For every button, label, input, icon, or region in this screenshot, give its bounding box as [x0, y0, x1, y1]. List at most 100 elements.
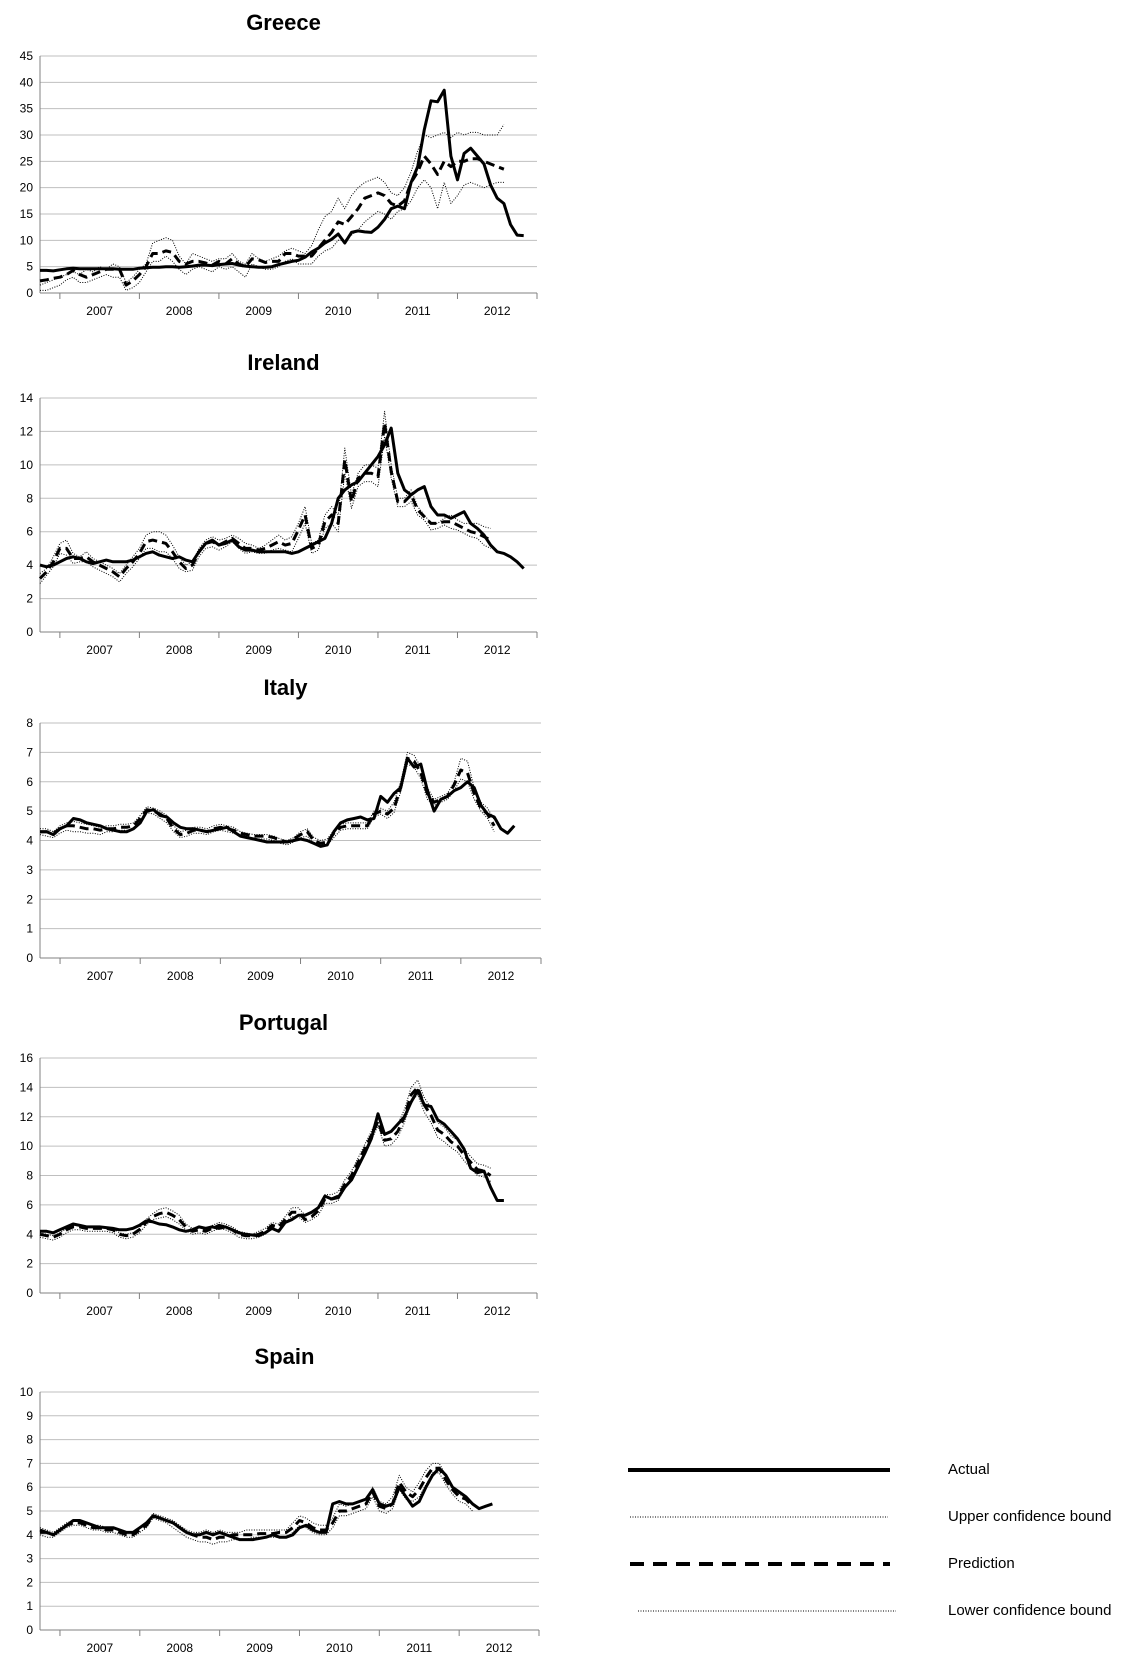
y-tick-label: 8	[26, 491, 33, 505]
y-tick-label: 35	[20, 102, 34, 116]
x-tick-label: 2007	[86, 1304, 113, 1318]
y-tick-label: 10	[20, 458, 34, 472]
x-tick-label: 2009	[245, 304, 272, 318]
y-tick-label: 10	[20, 1385, 34, 1399]
x-tick-label: 2012	[488, 969, 515, 983]
legend-item-prediction: Prediction	[620, 1549, 1130, 1579]
legend-swatch-actual	[628, 1468, 890, 1472]
x-tick-label: 2007	[86, 304, 113, 318]
chart-title-italy: Italy	[263, 675, 308, 700]
series-line-lower-confidence-bound-spain	[39, 1472, 473, 1545]
y-tick-label: 0	[26, 1623, 33, 1637]
y-tick-label: 10	[20, 233, 34, 247]
series-line-upper-confidence-bound-portugal	[39, 1079, 491, 1237]
x-tick-label: 2009	[246, 1641, 273, 1655]
series-line-upper-confidence-bound-greece	[39, 124, 505, 286]
y-tick-label: 30	[20, 128, 34, 142]
y-tick-label: 2	[26, 592, 33, 606]
y-tick-label: 6	[26, 775, 33, 789]
y-tick-label: 1	[26, 1599, 33, 1613]
y-tick-label: 8	[26, 1433, 33, 1447]
x-tick-label: 2007	[86, 643, 113, 657]
x-tick-label: 2011	[405, 643, 431, 657]
y-tick-label: 40	[20, 75, 34, 89]
series-line-upper-confidence-bound-ireland	[39, 410, 491, 574]
y-tick-label: 4	[26, 834, 33, 848]
legend-item-upper-confidence-bound: Upper confidence bound	[620, 1502, 1130, 1532]
x-tick-label: 2012	[486, 1641, 513, 1655]
series-line-actual-portugal	[40, 1088, 504, 1238]
legend-label-prediction: Prediction	[948, 1555, 1015, 1572]
x-tick-label: 2010	[325, 304, 352, 318]
x-tick-label: 2008	[167, 969, 194, 983]
x-tick-label: 2010	[325, 1304, 352, 1318]
y-tick-label: 10	[20, 1139, 34, 1153]
y-tick-label: 4	[26, 558, 33, 572]
chart-title-portugal: Portugal	[239, 1010, 328, 1035]
y-tick-label: 25	[20, 154, 34, 168]
legend-item-actual: Actual	[620, 1455, 1130, 1485]
y-tick-label: 4	[26, 1227, 33, 1241]
y-tick-label: 0	[26, 1286, 33, 1300]
y-tick-label: 4	[26, 1528, 33, 1542]
series-line-lower-confidence-bound-greece	[40, 179, 504, 291]
series-line-prediction-greece	[39, 154, 505, 287]
x-tick-label: 2012	[484, 1304, 511, 1318]
chart-title-greece: Greece	[246, 10, 321, 35]
x-tick-label: 2008	[166, 1641, 193, 1655]
y-tick-label: 0	[26, 951, 33, 965]
legend-swatch-prediction	[630, 1562, 890, 1566]
chart-greece: Greece 0 5 10 15 20 25 30 35 40 45 2007 2008 2009 2010…	[20, 10, 538, 318]
chart-ireland: Ireland 0 2 4 6 8 10 12 14 2007 2008 2009 2010 2011 20…	[20, 350, 538, 657]
y-tick-label: 20	[20, 181, 34, 195]
series-line-prediction-ireland	[38, 421, 492, 580]
y-tick-label: 1	[26, 922, 33, 936]
y-tick-label: 7	[26, 745, 33, 759]
y-tick-label: 14	[20, 391, 34, 405]
x-tick-label: 2009	[245, 643, 272, 657]
legend-item-lower-confidence-bound: Lower confidence bound	[620, 1596, 1130, 1626]
y-tick-label: 3	[26, 1552, 33, 1566]
x-tick-label: 2011	[405, 1304, 431, 1318]
y-tick-label: 3	[26, 863, 33, 877]
x-tick-label: 2011	[405, 304, 431, 318]
y-tick-label: 2	[26, 892, 33, 906]
y-tick-label: 5	[26, 804, 33, 818]
y-tick-label: 45	[20, 49, 34, 63]
x-tick-label: 2012	[484, 643, 511, 657]
chart-portugal: Portugal 0 2 4 6 8 10 12 14 16 2007 2008 2009 2010 201…	[20, 1010, 538, 1318]
series-line-actual-italy	[40, 756, 516, 848]
chart-italy: Italy 0 1 2 3 4 5 6 7 8 2007 2008 2009 2010 2011 2012	[26, 675, 542, 983]
x-tick-label: 2010	[327, 969, 354, 983]
legend-label-upper: Upper confidence bound	[948, 1508, 1112, 1525]
x-tick-label: 2011	[408, 969, 434, 983]
y-tick-label: 5	[26, 1504, 33, 1518]
series-line-prediction-spain	[39, 1466, 474, 1542]
legend-swatch-lower	[638, 1610, 896, 1612]
y-tick-label: 8	[26, 1169, 33, 1183]
series-line-prediction-italy	[40, 756, 496, 845]
x-tick-label: 2011	[406, 1641, 432, 1655]
y-tick-label: 15	[20, 207, 34, 221]
x-tick-label: 2009	[247, 969, 274, 983]
x-tick-label: 2008	[166, 643, 193, 657]
y-tick-label: 7	[26, 1456, 33, 1470]
y-tick-label: 12	[20, 424, 34, 438]
chart-title-ireland: Ireland	[247, 350, 319, 375]
series-line-actual-spain	[40, 1466, 493, 1542]
y-tick-label: 6	[26, 525, 33, 539]
x-tick-label: 2012	[484, 304, 511, 318]
legend-swatch-upper	[630, 1516, 888, 1518]
y-tick-label: 2	[26, 1257, 33, 1271]
y-tick-label: 8	[26, 716, 33, 730]
y-tick-label: 16	[20, 1051, 34, 1065]
x-tick-label: 2010	[326, 1641, 353, 1655]
x-tick-label: 2008	[166, 304, 193, 318]
legend-label-actual: Actual	[948, 1461, 990, 1478]
y-tick-label: 9	[26, 1409, 33, 1423]
x-tick-label: 2007	[87, 969, 114, 983]
x-tick-label: 2010	[325, 643, 352, 657]
y-tick-label: 6	[26, 1480, 33, 1494]
y-tick-label: 6	[26, 1198, 33, 1212]
